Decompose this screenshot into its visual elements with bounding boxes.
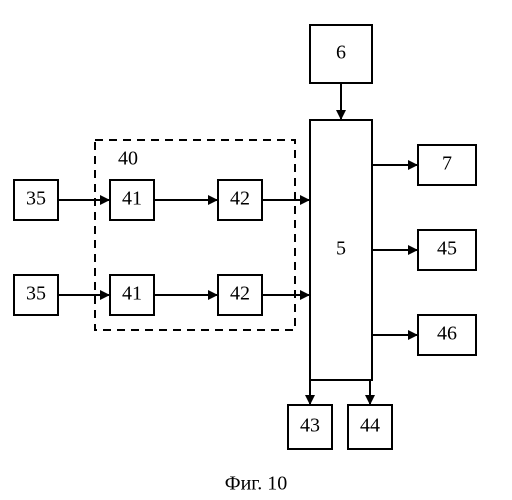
node-n46-label: 46 [437,323,457,345]
node-n35a-label: 35 [26,188,46,210]
diagram-canvas: 40 6 5 7 45 46 43 44 35 35 41 41 42 42 Фиг. 10 [0,0,512,500]
node-n35b-label: 35 [26,283,46,305]
node-n43-label: 43 [300,415,320,437]
node-n44-label: 44 [360,415,380,437]
node-n7-label: 7 [442,153,452,175]
group-40-label: 40 [118,148,138,170]
node-n41a-label: 41 [122,188,142,210]
node-n5-label: 5 [336,238,346,260]
node-n45-label: 45 [437,238,457,260]
node-n41b-label: 41 [122,283,142,305]
node-n6-label: 6 [336,42,346,64]
node-n42b-label: 42 [230,283,250,305]
figure-caption: Фиг. 10 [225,473,287,495]
node-n42a-label: 42 [230,188,250,210]
